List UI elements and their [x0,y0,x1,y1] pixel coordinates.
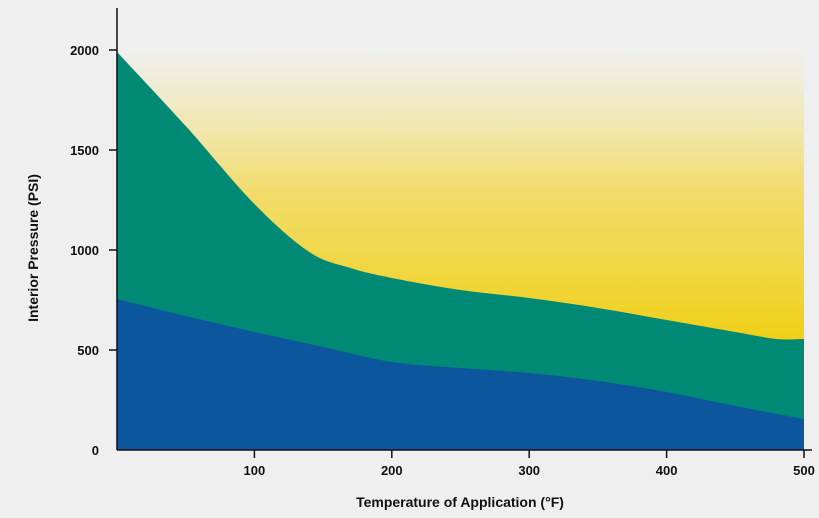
axes [109,8,812,458]
tick-labels: 0 500 1000 1500 2000 100 200 300 400 500 [70,43,815,478]
y-tick-label: 1000 [70,243,99,258]
area-layer [117,50,804,450]
x-tick-label: 200 [381,463,403,478]
y-axis-title: Interior Pressure (PSI) [25,174,41,322]
y-tick-label: 0 [92,443,99,458]
x-tick-label: 300 [518,463,540,478]
x-tick-label: 400 [656,463,678,478]
x-axis-title: Temperature of Application (°F) [356,494,564,510]
y-tick-label: 500 [77,343,99,358]
y-tick-label: 1500 [70,143,99,158]
x-tick-label: 100 [244,463,266,478]
x-tick-label: 500 [793,463,815,478]
area-series-1 [117,299,804,450]
y-tick-label: 2000 [70,43,99,58]
